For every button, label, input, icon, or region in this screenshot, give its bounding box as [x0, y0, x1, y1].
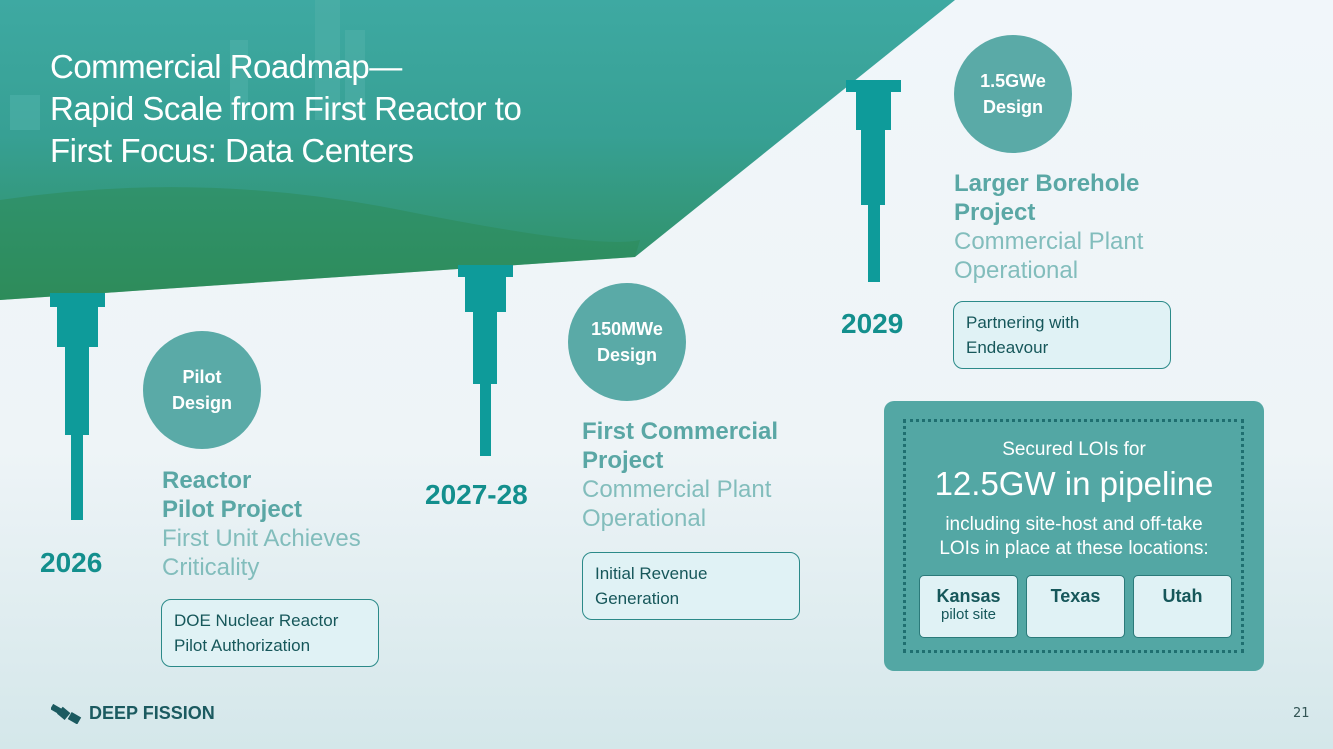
- milestone-note: Partnering with Endeavour: [953, 301, 1171, 369]
- title-line: Commercial Roadmap—: [50, 48, 402, 85]
- lois-detail: LOIs in place at these locations:: [939, 538, 1209, 559]
- note-line: Pilot Authorization: [174, 636, 311, 655]
- page-number: 21: [1293, 706, 1310, 721]
- location-texas: Texas: [1026, 575, 1125, 638]
- note-line: Partnering with: [966, 313, 1080, 332]
- heading-line: Pilot Project: [162, 496, 303, 523]
- sub-line: Commercial Plant: [582, 476, 772, 503]
- design-badge: Pilot Design: [143, 331, 261, 449]
- note-line: Initial Revenue: [595, 564, 708, 583]
- location-name: Utah: [1162, 586, 1203, 606]
- sub-line: Operational: [954, 257, 1079, 284]
- lois-headline: 12.5GW in pipeline: [934, 465, 1214, 502]
- dotted-border: [903, 419, 1244, 653]
- location-utah: Utah: [1133, 575, 1232, 638]
- heading-line: Larger Borehole: [954, 170, 1140, 197]
- milestone-note: DOE Nuclear Reactor Pilot Authorization: [161, 599, 379, 667]
- heading-line: First Commercial: [582, 418, 779, 445]
- heading-line: Reactor: [162, 467, 252, 494]
- note-line: Generation: [595, 589, 680, 608]
- design-badge: 150MWe Design: [568, 283, 686, 401]
- year-label: 2026: [40, 547, 103, 578]
- hero-image-banner: [0, 0, 955, 300]
- badge-line: Pilot: [182, 367, 222, 387]
- note-line: Endeavour: [966, 338, 1049, 357]
- lois-intro: Secured LOIs for: [1002, 439, 1146, 460]
- milestone-heading: Larger Borehole Project Commercial Plant Op…: [954, 169, 1143, 285]
- milestone-heading: Reactor Pilot Project First Unit Achieves C…: [162, 466, 361, 582]
- lois-detail: including site-host and off-take: [945, 514, 1203, 535]
- slide-title: Commercial Roadmap— Rapid Scale from Fir…: [50, 46, 522, 172]
- sub-line: First Unit Achieves: [162, 525, 361, 552]
- lois-panel: Secured LOIs for 12.5GW in pipeline incl…: [884, 401, 1264, 671]
- badge-line: Design: [982, 97, 1043, 117]
- title-line: First Focus: Data Centers: [50, 132, 414, 169]
- location-sub: pilot site: [940, 606, 997, 623]
- milestone-note: Initial Revenue Generation: [582, 552, 800, 620]
- logo-icon: [51, 703, 82, 724]
- title-line: Rapid Scale from First Reactor to: [50, 90, 522, 127]
- badge-line: Design: [596, 345, 657, 365]
- location-name: Kansas: [936, 586, 1001, 606]
- milestone-heading: First Commercial Project Commercial Plant O…: [582, 417, 778, 533]
- logo-text: DEEP FISSION: [89, 703, 215, 723]
- badge-line: Design: [171, 393, 232, 413]
- location-kansas: Kansas pilot site: [919, 575, 1018, 638]
- badge-line: 150MWe: [591, 319, 663, 339]
- design-badge: 1.5GWe Design: [954, 35, 1072, 153]
- sub-line: Commercial Plant: [954, 228, 1144, 255]
- company-logo: DEEP FISSION: [51, 703, 215, 724]
- sub-line: Criticality: [162, 554, 260, 581]
- badge-line: 1.5GWe: [980, 71, 1046, 91]
- sub-line: Operational: [582, 505, 707, 532]
- heading-line: Project: [954, 199, 1036, 226]
- year-label: 2027-28: [425, 479, 528, 510]
- location-name: Texas: [1050, 586, 1101, 606]
- year-label: 2029: [841, 308, 904, 339]
- note-line: DOE Nuclear Reactor: [174, 611, 339, 630]
- heading-line: Project: [582, 447, 664, 474]
